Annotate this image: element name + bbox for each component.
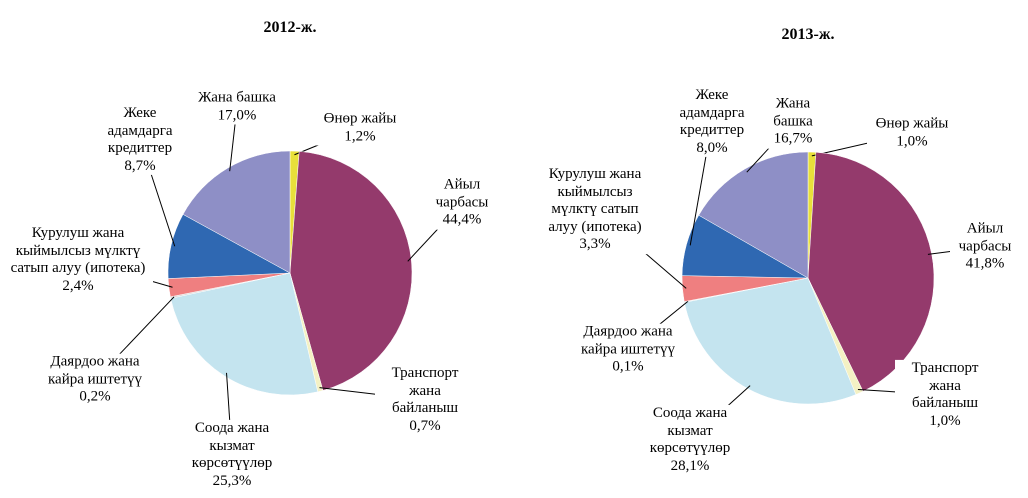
value-label: 41,8% (965, 255, 1005, 272)
category-label: Транспорт жана байланыш (391, 364, 459, 416)
value-label: 8,7% (124, 157, 156, 174)
chart-title: 2012-ж. (263, 19, 317, 36)
value-label: 28,1% (670, 457, 710, 474)
value-label: 2,4% (62, 277, 94, 294)
category-label: Курулуш жана кыймылсыз мүлктү сатып алуу… (548, 166, 642, 235)
pie-slice (684, 277, 857, 405)
slice-label: Айыл чарбасы 44,4% (422, 176, 502, 230)
category-label: Жеке адамдарга кредиттер (107, 104, 173, 156)
category-label: Жана башка (198, 89, 276, 106)
category-label: Айыл чарбасы (958, 220, 1012, 255)
slice-label: Курулуш жана кыймылсыз мүлктү сатып алуу… (542, 166, 648, 254)
slice-label: Өнөр жайы 1,0% (867, 115, 957, 151)
value-label: 3,3% (579, 236, 611, 253)
category-label: Өнөр жайы (323, 110, 397, 127)
pie-slice (289, 151, 413, 391)
value-label: 8,0% (696, 139, 728, 156)
value-label: 17,0% (217, 107, 257, 123)
slice-label: Жана башка 16,7% (763, 95, 823, 149)
category-label: Өнөр жайы (875, 115, 949, 132)
category-label: Даярдоо жана кайра иштетүү (581, 323, 675, 358)
value-label: 0,7% (409, 417, 441, 434)
pie-slice (182, 150, 291, 274)
category-label: Айыл чарбасы (435, 176, 489, 211)
slice-label: Айыл чарбасы 41,8% (950, 220, 1020, 274)
value-label: 0,1% (612, 358, 644, 375)
category-label: Курулуш жана кыймылсыз мүлктү сатып алуу… (10, 224, 146, 276)
slice-label: Курулуш жана кыймылсыз мүлктү сатып алуу… (3, 224, 153, 296)
category-label: Соода жана кызмат көрсөтүүлөр (191, 419, 273, 471)
slice-label: Жеке адамдарга кредиттер 8,0% (667, 86, 757, 158)
value-label: 1,2% (344, 128, 376, 144)
value-label: 25,3% (212, 472, 252, 489)
slice-label: Даярдоо жана кайра иштетүү 0,2% (35, 353, 155, 407)
slice-label: Транспорт жана байланыш 1,0% (895, 359, 995, 431)
slice-label: Соода жана кызмат көрсөтүүлөр 28,1% (635, 404, 745, 476)
pie-slice (698, 151, 809, 279)
category-label: Даярдоо жана кайра иштетүү (48, 353, 142, 388)
value-label: 16,7% (773, 130, 813, 147)
chart-title: 2013-ж. (781, 26, 835, 43)
slice-label: Транспорт жана байланыш 0,7% (375, 364, 475, 436)
slice-label: Даярдоо жана кайра иштетүү 0,1% (568, 323, 688, 377)
slice-label: Соода жана кызмат көрсөтүүлөр 25,3% (177, 419, 287, 491)
value-label: 1,0% (929, 412, 961, 429)
value-label: 44,4% (442, 211, 482, 228)
slice-label: Жеке адамдарга кредиттер 8,7% (95, 104, 185, 176)
slice-label: Жана башка 17,0% (187, 89, 287, 125)
pie-slice (170, 272, 319, 396)
category-label: Транспорт жана байланыш (911, 359, 979, 411)
slice-label: Өнөр жайы 1,2% (315, 110, 405, 146)
value-label: 0,2% (79, 388, 111, 405)
category-label: Жана башка (773, 95, 813, 130)
category-label: Соода жана кызмат көрсөтүүлөр (649, 404, 731, 456)
category-label: Жеке адамдарга кредиттер (679, 86, 745, 138)
value-label: 1,0% (896, 133, 928, 149)
